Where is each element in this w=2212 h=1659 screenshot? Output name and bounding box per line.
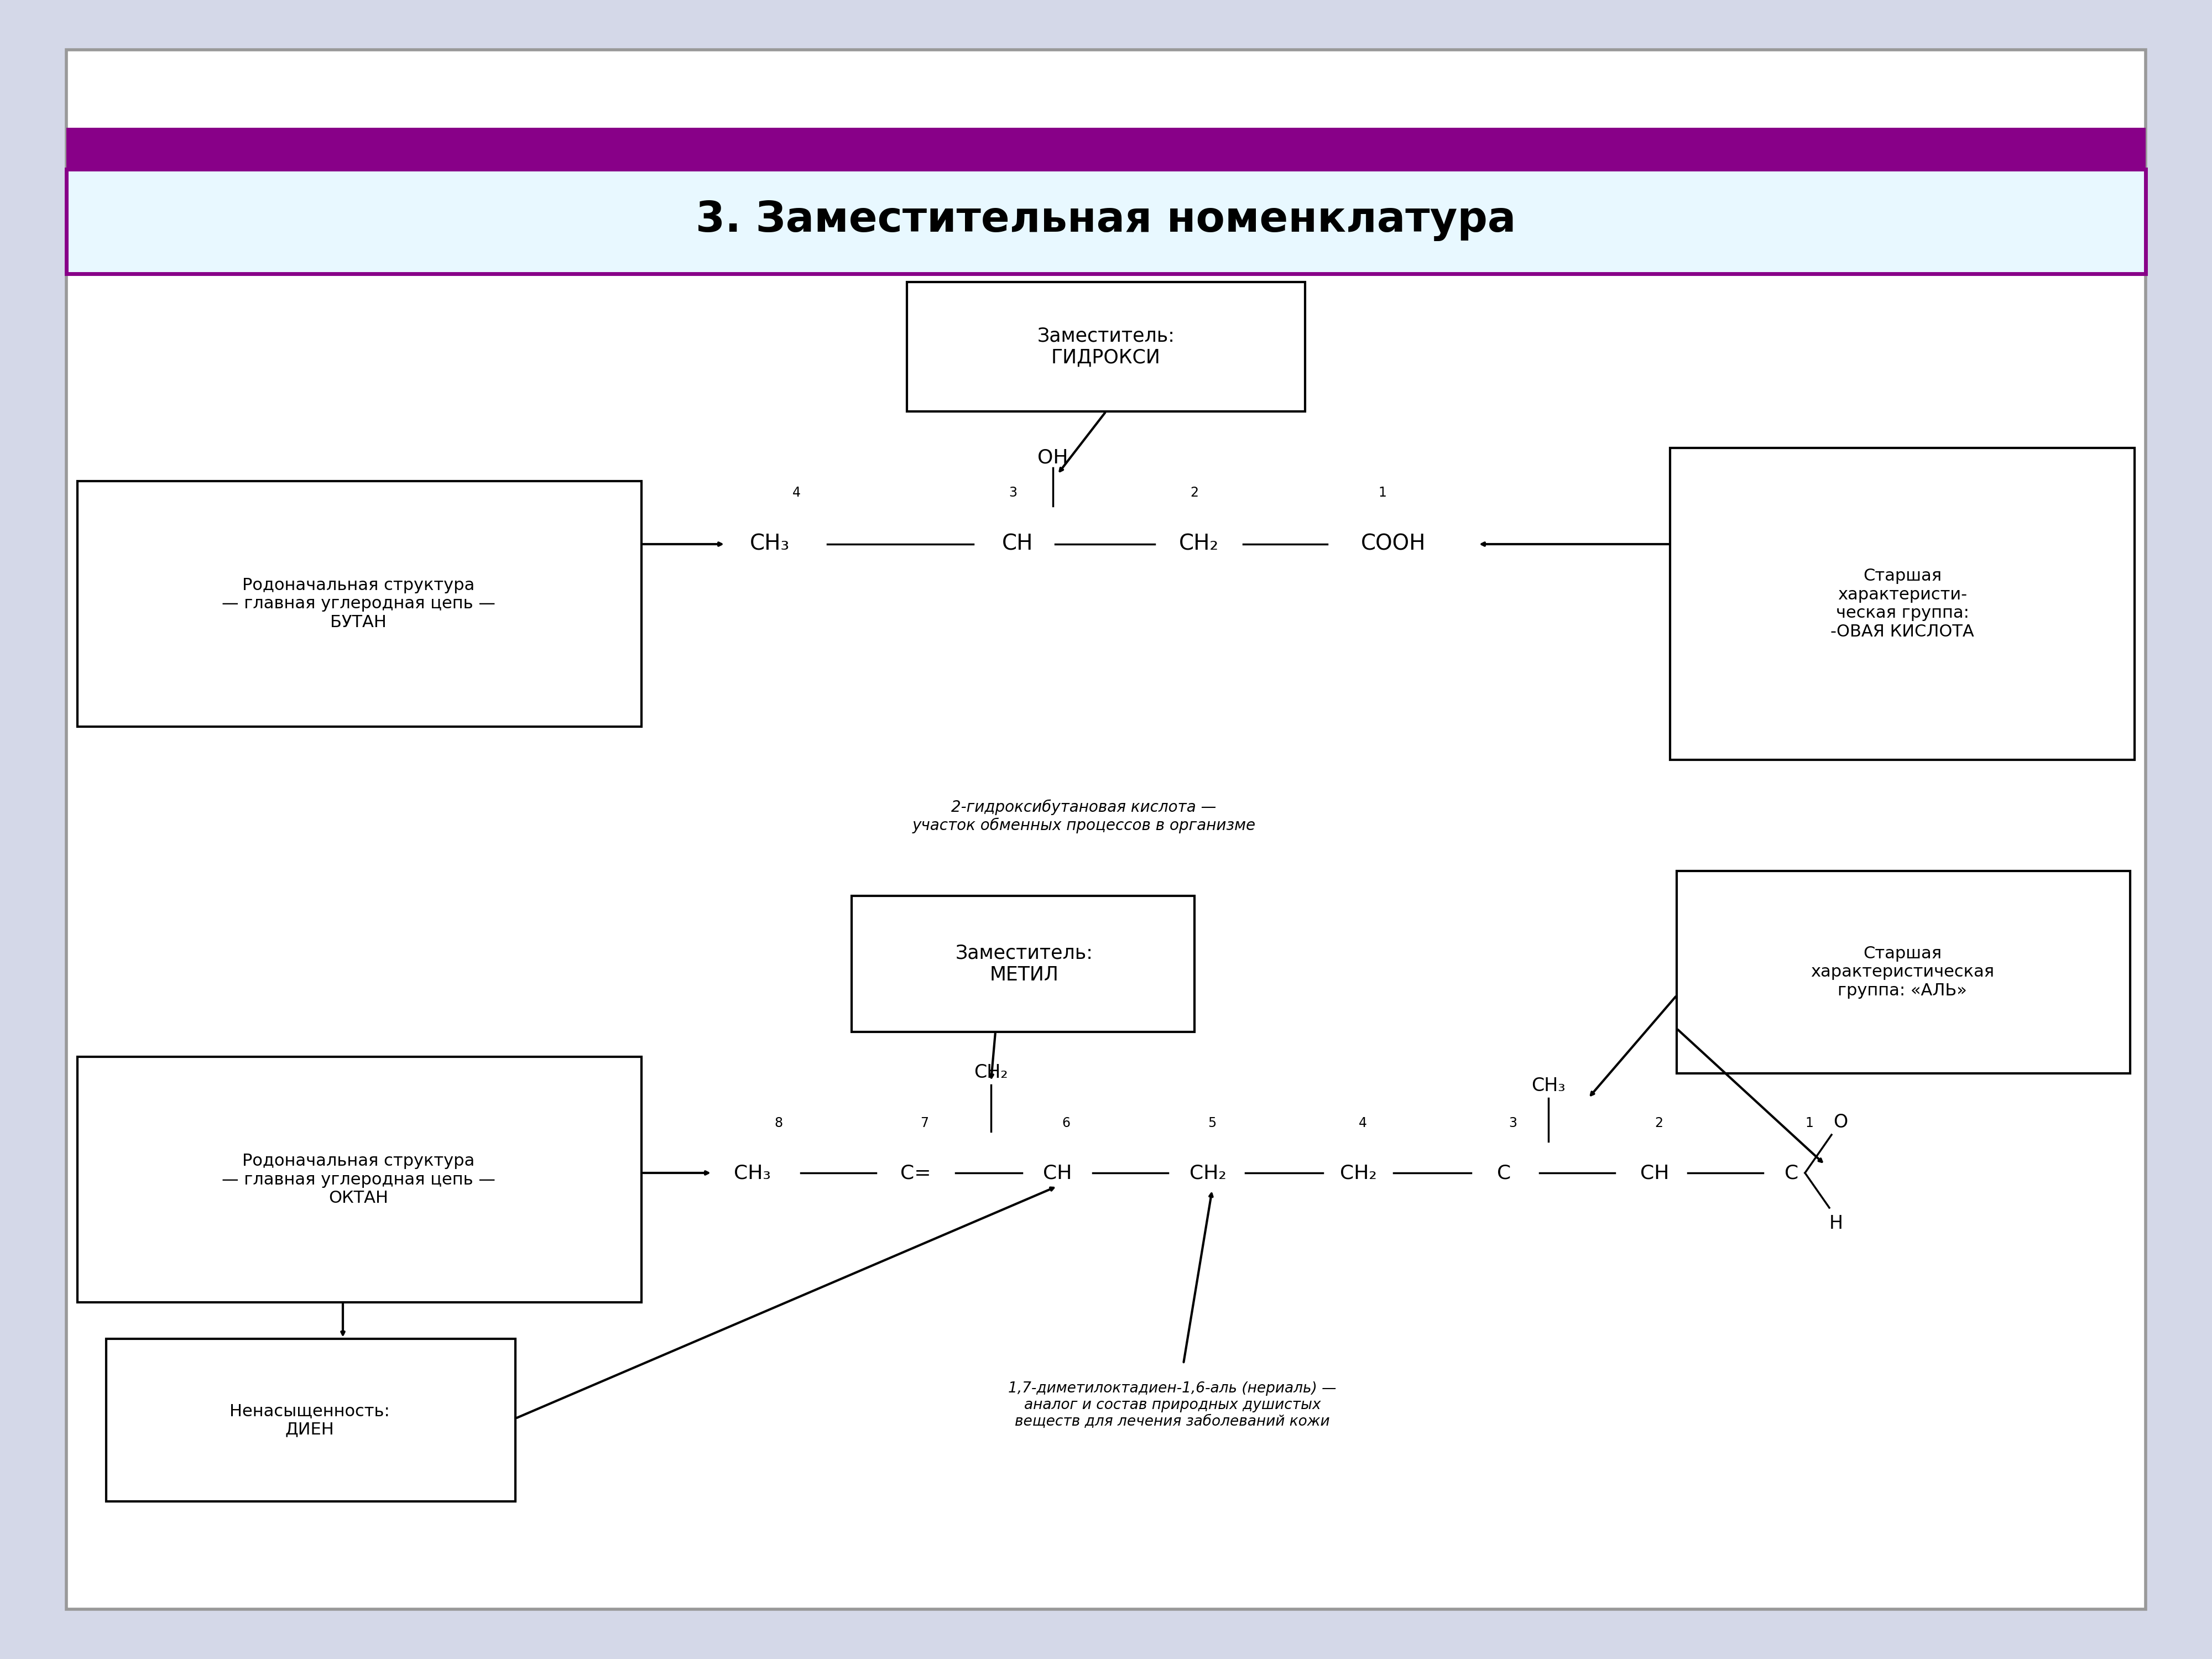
Text: COOH: COOH — [1360, 534, 1427, 554]
FancyBboxPatch shape — [1670, 448, 2135, 760]
Text: 4: 4 — [792, 486, 801, 499]
FancyBboxPatch shape — [106, 1339, 515, 1501]
Text: 1: 1 — [1805, 1117, 1814, 1130]
FancyBboxPatch shape — [66, 169, 2146, 274]
Text: OH: OH — [1037, 448, 1068, 468]
Text: 7: 7 — [920, 1117, 929, 1130]
Text: C: C — [1785, 1163, 1798, 1183]
Text: Старшая
характеристи-
ческая группа:
-ОВАЯ КИСЛОТА: Старшая характеристи- ческая группа: -ОВ… — [1832, 567, 1973, 640]
FancyBboxPatch shape — [852, 896, 1194, 1032]
Text: 3: 3 — [1009, 486, 1018, 499]
Text: 2-гидроксибутановая кислота —
участок обменных процессов в организме: 2-гидроксибутановая кислота — участок об… — [911, 800, 1256, 833]
Text: 1,7-диметилоктадиен-1,6-аль (нериаль) —
аналог и состав природных душистых
вещес: 1,7-диметилоктадиен-1,6-аль (нериаль) — … — [1009, 1382, 1336, 1428]
Text: CH: CH — [1002, 534, 1033, 554]
Text: Заместитель:
ГИДРОКСИ: Заместитель: ГИДРОКСИ — [1037, 327, 1175, 367]
Text: 5: 5 — [1208, 1117, 1217, 1130]
Text: CH₂: CH₂ — [1190, 1163, 1225, 1183]
Text: C: C — [1498, 1163, 1511, 1183]
FancyBboxPatch shape — [77, 481, 641, 727]
Text: CH₂: CH₂ — [1340, 1163, 1376, 1183]
Text: CH: CH — [1042, 1163, 1073, 1183]
Text: 4: 4 — [1358, 1117, 1367, 1130]
Text: CH: CH — [1639, 1163, 1670, 1183]
Text: 2: 2 — [1190, 486, 1199, 499]
Text: Заместитель:
МЕТИЛ: Заместитель: МЕТИЛ — [956, 944, 1093, 984]
Text: CH₂: CH₂ — [1179, 534, 1219, 554]
FancyBboxPatch shape — [66, 50, 2146, 1609]
FancyBboxPatch shape — [77, 1057, 641, 1302]
FancyBboxPatch shape — [907, 282, 1305, 411]
Text: Ненасыщенность:
ДИЕН: Ненасыщенность: ДИЕН — [230, 1404, 389, 1437]
Text: 1: 1 — [1378, 486, 1387, 499]
Text: Родоначальная структура
— главная углеродная цепь —
БУТАН: Родоначальная структура — главная углеро… — [221, 577, 495, 630]
FancyBboxPatch shape — [66, 128, 2146, 174]
FancyBboxPatch shape — [1677, 871, 2130, 1073]
Text: CH₃: CH₃ — [734, 1163, 770, 1183]
Text: 2: 2 — [1655, 1117, 1663, 1130]
Text: Старшая
характеристическая
группа: «АЛЬ»: Старшая характеристическая группа: «АЛЬ» — [1809, 946, 1995, 999]
Text: CH₃: CH₃ — [750, 534, 790, 554]
Text: CH₂: CH₂ — [973, 1063, 1009, 1082]
Text: CH₃: CH₃ — [1531, 1077, 1566, 1095]
Text: H: H — [1829, 1214, 1843, 1233]
Text: 3: 3 — [1509, 1117, 1517, 1130]
Text: 8: 8 — [774, 1117, 783, 1130]
Text: C=: C= — [900, 1163, 931, 1183]
Text: Родоначальная структура
— главная углеродная цепь —
ОКТАН: Родоначальная структура — главная углеро… — [221, 1153, 495, 1206]
Text: 3. Заместительная номенклатура: 3. Заместительная номенклатура — [697, 201, 1515, 241]
Text: 6: 6 — [1062, 1117, 1071, 1130]
Text: O: O — [1834, 1113, 1847, 1131]
